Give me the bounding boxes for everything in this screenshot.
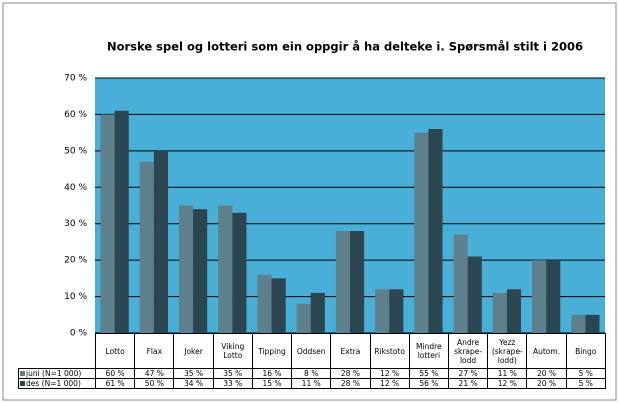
y-tick-label: 60 % — [64, 110, 87, 120]
bar — [139, 161, 154, 333]
data-label: 60 % — [94, 368, 136, 379]
data-label: 33 % — [212, 378, 253, 389]
data-label: 56 % — [408, 378, 449, 389]
x-tick-label: Andre skrape- lodd — [447, 333, 489, 369]
data-label: 5 % — [565, 378, 606, 389]
bar — [296, 303, 311, 333]
y-tick-label: 20 % — [64, 256, 87, 266]
x-tick-label: Flax — [134, 333, 175, 369]
x-tick-label: Rikstoto — [369, 333, 410, 369]
bar — [467, 256, 482, 333]
bar — [585, 314, 600, 333]
corner-cell — [19, 334, 96, 369]
y-tick-label: 40 % — [64, 183, 87, 193]
x-tick-label: Yezz (skrape- lodd) — [487, 333, 528, 369]
bar — [571, 314, 586, 333]
bar — [532, 260, 547, 333]
x-tick-label: Lotto — [94, 333, 136, 369]
x-tick-label: Joker — [173, 333, 214, 369]
y-tick-label: 10 % — [64, 292, 87, 302]
x-tick-label: Mindre lotteri — [408, 333, 449, 369]
data-label: 21 % — [447, 378, 489, 389]
x-tick-label: Autom. — [526, 333, 567, 369]
bar — [506, 289, 522, 333]
series-row: des (N=1 000) 61 % 50 % 34 % 33 % 15 % 11 % 28 … — [18, 378, 606, 389]
header-row: Lotto Flax Joker Viking Lotto Tipping Oddsen E… — [19, 333, 606, 369]
bar — [375, 289, 390, 333]
data-label: 50 % — [134, 378, 175, 389]
x-tick-label: Viking Lotto — [212, 333, 253, 369]
data-label: 11 % — [487, 368, 528, 379]
bar — [428, 129, 443, 333]
bar — [218, 205, 233, 333]
data-label: 35 % — [212, 368, 253, 379]
bar — [153, 150, 168, 333]
data-label: 55 % — [408, 368, 449, 379]
bar — [178, 205, 194, 333]
data-label: 27 % — [447, 368, 489, 379]
legend-entry: juni (N=1 000) — [18, 368, 96, 379]
y-tick-label: 30 % — [64, 219, 87, 229]
data-label: 35 % — [173, 368, 214, 379]
bar — [100, 114, 115, 333]
bar — [335, 231, 350, 333]
legend-entry: des (N=1 000) — [18, 378, 96, 389]
data-label: 5 % — [565, 368, 606, 379]
data-label: 47 % — [134, 368, 175, 379]
legend-swatch — [20, 371, 25, 376]
data-label: 28 % — [330, 368, 371, 379]
bar — [546, 260, 561, 333]
bar — [271, 278, 286, 333]
data-label: 12 % — [369, 378, 410, 389]
bar — [389, 289, 404, 333]
data-label: 12 % — [487, 378, 528, 389]
x-tick-label: Tipping — [251, 333, 293, 369]
y-tick-label: 0 % — [70, 329, 88, 339]
series-row: juni (N=1 000) 60 % 47 % 35 % 35 % 16 % 8 % 28 … — [18, 368, 606, 379]
data-label: 16 % — [251, 368, 293, 379]
data-label: 20 % — [526, 378, 567, 389]
bar — [193, 209, 208, 333]
bar — [350, 231, 365, 333]
y-tick-label: 50 % — [64, 146, 87, 156]
data-table: Lotto Flax Joker Viking Lotto Tipping Oddsen E… — [18, 333, 606, 389]
data-label: 34 % — [173, 378, 214, 389]
bar — [414, 132, 429, 333]
data-label: 28 % — [330, 378, 371, 389]
data-label: 8 % — [291, 368, 332, 379]
data-label: 12 % — [369, 368, 410, 379]
x-tick-label: Extra — [330, 333, 371, 369]
chart-title: Norske spel og lotteri som ein oppgir å … — [107, 40, 583, 54]
bar — [310, 292, 325, 333]
bar — [232, 212, 247, 333]
x-tick-label: Bingo — [565, 333, 606, 369]
legend-label: des (N=1 000) — [26, 379, 81, 388]
y-tick-label: 70 % — [64, 74, 87, 84]
bar — [453, 234, 468, 333]
legend-label: juni (N=1 000) — [26, 369, 82, 378]
data-label: 61 % — [94, 378, 136, 389]
legend-swatch — [20, 381, 25, 386]
x-tick-label: Oddsen — [291, 333, 332, 369]
bar — [257, 274, 272, 333]
data-label: 20 % — [526, 368, 567, 379]
data-label: 15 % — [251, 378, 293, 389]
bar — [492, 292, 507, 333]
bar — [114, 110, 129, 334]
data-label: 11 % — [291, 378, 332, 389]
